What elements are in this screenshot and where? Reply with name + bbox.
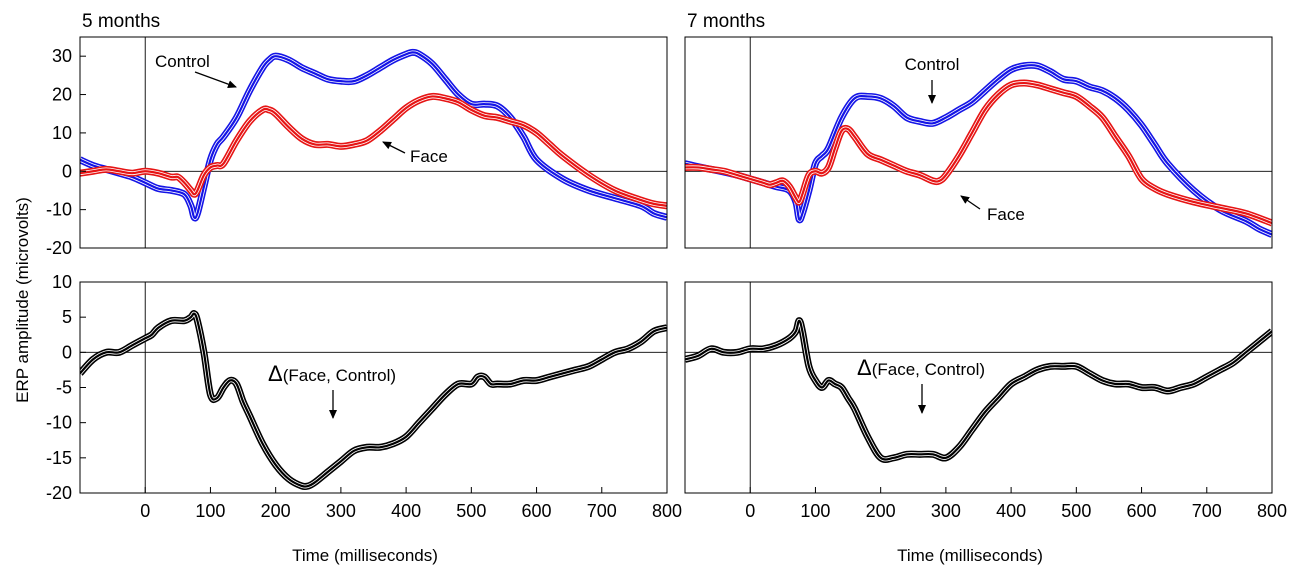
x-tick-label: 500	[456, 501, 486, 521]
x-tick-label: 800	[1257, 501, 1287, 521]
x-tick-label: 300	[326, 501, 356, 521]
annotation-arrow	[382, 141, 406, 154]
y-tick-label: 10	[52, 123, 72, 143]
x-tick-label: 400	[391, 501, 421, 521]
annotation-arrow	[960, 195, 981, 210]
x-tick-label: 300	[931, 501, 961, 521]
panel-bottom-right: 0 100 200 300 400 500 600 700 800 Δ(Face, Control…	[684, 281, 1287, 521]
y-tick-label: 20	[52, 85, 72, 105]
x-tick-label: 100	[195, 501, 225, 521]
x-tick-label: 200	[261, 501, 291, 521]
series-mean-line	[685, 64, 1272, 236]
series-difference	[685, 317, 1272, 464]
series-band-gap	[685, 63, 1272, 237]
y-tick-label: 30	[52, 46, 72, 66]
panel-top-right: 7 months Control Face	[684, 11, 1273, 249]
x-tick-label: 400	[996, 501, 1026, 521]
series-mean-line	[685, 319, 1272, 461]
series-mean-line	[80, 95, 667, 207]
annotation-label: Δ(Face, Control)	[268, 361, 396, 386]
panel-top-left: -20 -10 0 10 20 30 5 months Control Face	[46, 11, 668, 258]
x-axis-label-right: Time (milliseconds)	[897, 546, 1043, 565]
series-face	[685, 79, 1272, 227]
annotation-label: Face	[987, 205, 1025, 224]
y-tick-label: 0	[62, 161, 72, 181]
series-mean-line	[80, 312, 667, 488]
x-axis-label-left: Time (milliseconds)	[292, 546, 438, 565]
plot-frame	[684, 281, 1273, 494]
plot-frame	[684, 36, 1273, 249]
x-tick-label: 700	[1192, 501, 1222, 521]
y-tick-label: 10	[52, 272, 72, 292]
panel-title: 7 months	[687, 11, 765, 32]
x-tick-label: 800	[652, 501, 682, 521]
annotation-label: Face	[410, 147, 448, 166]
x-tick-label: 0	[745, 501, 755, 521]
x-tick-label: 100	[800, 501, 830, 521]
series-band-gap	[80, 311, 667, 489]
panel-title: 5 months	[82, 11, 160, 32]
series-difference	[80, 310, 667, 491]
y-tick-label: -20	[46, 238, 72, 258]
annotation-arrow	[194, 71, 237, 89]
annotation-label: Control	[905, 55, 960, 74]
series-face	[80, 92, 667, 210]
y-tick-label: -10	[46, 200, 72, 220]
y-tick-label: -10	[46, 413, 72, 433]
series-band-outer	[685, 61, 1272, 238]
series-control	[685, 61, 1272, 238]
y-tick-label: -15	[46, 448, 72, 468]
x-tick-label: 500	[1061, 501, 1091, 521]
plot-frame	[79, 36, 668, 249]
y-tick-label: -5	[56, 378, 72, 398]
x-tick-label: 700	[587, 501, 617, 521]
y-tick-label: 5	[62, 307, 72, 327]
series-band-outer	[80, 310, 667, 491]
x-tick-label: 600	[1127, 501, 1157, 521]
annotation-label: Control	[155, 52, 210, 71]
y-tick-label: 0	[62, 342, 72, 362]
x-tick-label: 0	[140, 501, 150, 521]
series-band-outer	[685, 317, 1272, 464]
annotation-label: Δ(Face, Control)	[857, 355, 985, 380]
y-axis-label: ERP amplitude (microvolts)	[13, 197, 32, 403]
x-tick-label: 600	[522, 501, 552, 521]
series-mean-line	[685, 81, 1272, 225]
y-tick-label: -20	[46, 483, 72, 503]
plot-frame	[79, 281, 668, 494]
series-band-outer	[685, 79, 1272, 227]
x-tick-label: 200	[866, 501, 896, 521]
